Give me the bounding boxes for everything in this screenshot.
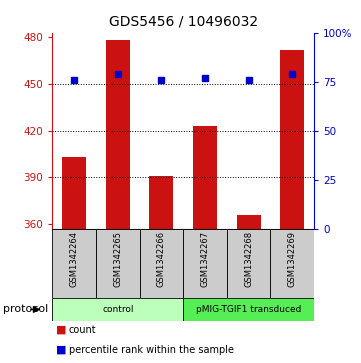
Text: GSM1342267: GSM1342267 [200,231,209,287]
Bar [140,229,183,298]
Text: GSM1342268: GSM1342268 [244,231,253,287]
Bar [193,126,217,229]
Bar [149,176,173,229]
Text: GSM1342269: GSM1342269 [288,231,297,287]
Bar [62,157,86,229]
Text: control: control [102,305,134,314]
Text: GSM1342265: GSM1342265 [113,231,122,287]
Title: GDS5456 / 10496032: GDS5456 / 10496032 [109,15,258,29]
Bar [52,298,183,321]
Bar [183,229,227,298]
Text: percentile rank within the sample: percentile rank within the sample [69,345,234,355]
Text: ■: ■ [56,325,66,335]
Bar [96,229,140,298]
Text: pMIG-TGIF1 transduced: pMIG-TGIF1 transduced [196,305,301,314]
Bar [237,215,261,229]
Bar [227,229,270,298]
Text: GSM1342264: GSM1342264 [70,231,79,287]
Bar [183,298,314,321]
Bar [106,40,130,229]
Bar [52,229,96,298]
Text: count: count [69,325,96,335]
Text: ■: ■ [56,345,66,355]
Text: protocol: protocol [4,305,49,314]
Bar [270,229,314,298]
Text: GSM1342266: GSM1342266 [157,231,166,287]
Bar [280,50,304,229]
